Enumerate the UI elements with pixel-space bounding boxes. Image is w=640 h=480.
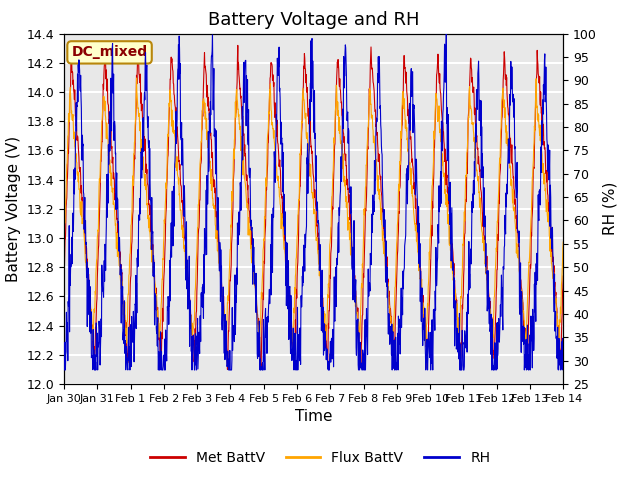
Legend: Met BattV, Flux BattV, RH: Met BattV, Flux BattV, RH: [144, 445, 496, 471]
Title: Battery Voltage and RH: Battery Voltage and RH: [208, 11, 419, 29]
Text: DC_mixed: DC_mixed: [72, 46, 148, 60]
Y-axis label: Battery Voltage (V): Battery Voltage (V): [6, 136, 21, 282]
X-axis label: Time: Time: [295, 409, 332, 424]
Y-axis label: RH (%): RH (%): [602, 182, 618, 236]
